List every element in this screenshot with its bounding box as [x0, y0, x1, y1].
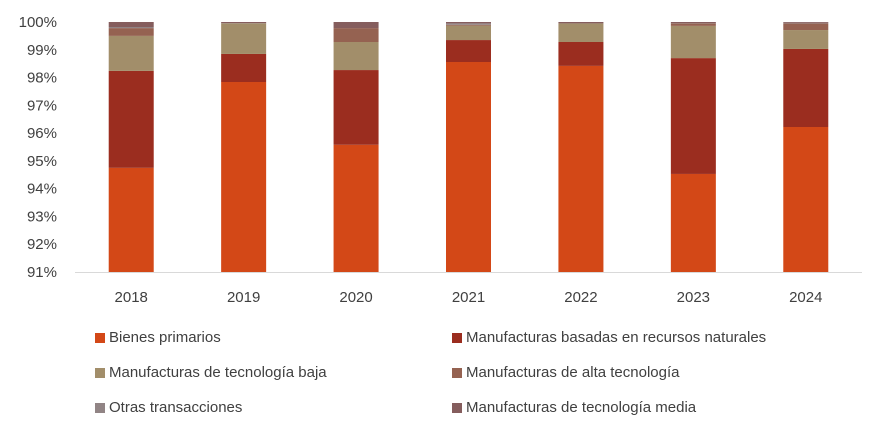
legend-label: Manufacturas basadas en recursos natural… [466, 329, 767, 346]
x-tick-label: 2020 [339, 289, 372, 306]
x-tick-label: 2019 [227, 289, 260, 306]
legend-swatch [95, 402, 105, 413]
bar-segment-1 [446, 40, 491, 62]
legend-swatch [95, 367, 105, 378]
y-tick-label: 100% [19, 14, 57, 31]
bar-segment-5 [783, 22, 829, 23]
bar-segment-4 [108, 27, 154, 29]
bar-segment-1 [558, 42, 604, 66]
bar-segment-2 [446, 25, 491, 41]
y-tick-label: 92% [27, 236, 57, 253]
bar-segment-5 [333, 22, 379, 29]
bar-segment-1 [333, 70, 379, 145]
bar-segment-0 [783, 127, 829, 272]
bar-segment-2 [558, 23, 604, 42]
legend-label: Otras transacciones [109, 399, 243, 416]
bar-segment-5 [108, 22, 154, 27]
bar-segment-5 [446, 22, 491, 24]
bar-segment-0 [670, 173, 716, 272]
bar-segment-3 [670, 23, 716, 26]
bar-segment-3 [783, 23, 829, 31]
bar-segment-3 [446, 24, 491, 26]
x-tick-label: 2022 [564, 289, 597, 306]
x-tick-label: 2018 [115, 289, 148, 306]
legend-label: Manufacturas de tecnología media [466, 399, 697, 416]
legend-item-otras-transacciones: Otras transacciones [95, 399, 242, 416]
bar-segment-0 [221, 82, 267, 272]
legend-item-bienes-primarios: Bienes primarios [95, 329, 221, 346]
y-tick-label: 94% [27, 181, 57, 198]
bar-segment-1 [221, 53, 267, 82]
legend-swatch [452, 332, 462, 343]
x-tick-label: 2024 [789, 289, 822, 306]
bar-segment-0 [333, 144, 379, 272]
bar-segment-1 [108, 70, 154, 168]
bar-segment-1 [670, 58, 716, 174]
y-tick-label: 97% [27, 97, 57, 114]
legend-item-recursos-naturales: Manufacturas basadas en recursos natural… [452, 329, 766, 346]
bar-segment-5 [558, 22, 604, 24]
legend-label: Bienes primarios [109, 329, 221, 346]
legend-label: Manufacturas de tecnología baja [109, 364, 327, 381]
bar-segment-2 [221, 23, 267, 54]
legend-item-alta-tecnologia: Manufacturas de alta tecnología [452, 364, 679, 381]
bar-segment-2 [108, 35, 154, 71]
bar-segment-3 [333, 28, 379, 42]
legend-item-tecnologia-baja: Manufacturas de tecnología baja [95, 364, 327, 381]
legend-label: Manufacturas de alta tecnología [466, 364, 680, 381]
bar-segment-0 [446, 62, 491, 272]
y-tick-label: 99% [27, 42, 57, 59]
y-tick-label: 95% [27, 153, 57, 170]
bar-segment-4 [783, 22, 829, 24]
bar-segment-0 [558, 65, 604, 272]
bar-segment-2 [670, 25, 716, 59]
bar-segment-5 [221, 22, 267, 24]
bar-segment-2 [783, 30, 829, 49]
legend-swatch [95, 332, 105, 343]
legend-item-tecnologia-media: Manufacturas de tecnología media [452, 399, 696, 416]
legend-swatch [452, 402, 462, 413]
y-tick-label: 91% [27, 264, 57, 281]
y-tick-label: 98% [27, 70, 57, 87]
bar-segment-0 [108, 167, 154, 272]
y-tick-label: 96% [27, 125, 57, 142]
bar-segment-1 [783, 48, 829, 127]
bar-segment-2 [333, 42, 379, 71]
bar-segment-3 [108, 28, 154, 36]
legend-swatch [452, 367, 462, 378]
x-tick-label: 2023 [677, 289, 710, 306]
x-tick-label: 2021 [452, 289, 485, 306]
bar-segment-4 [446, 23, 491, 25]
bar-segment-5 [670, 22, 716, 24]
y-tick-label: 93% [27, 208, 57, 225]
